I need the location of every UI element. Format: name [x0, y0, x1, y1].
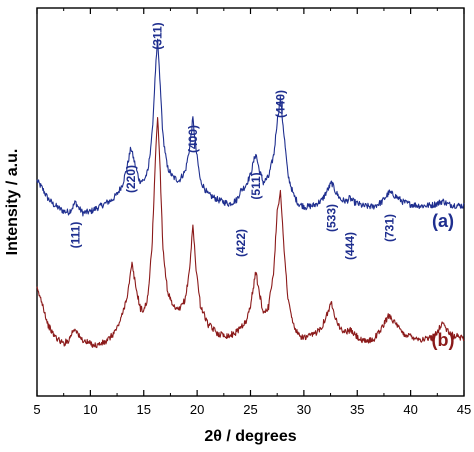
peak-label: (311)	[151, 22, 165, 49]
series-label-0: (a)	[432, 211, 454, 231]
peak-label: (422)	[234, 229, 248, 257]
peak-label: (440)	[273, 90, 287, 118]
axis-labels-layer: 2θ / degrees Intensity / a.u.	[4, 149, 297, 445]
peak-label: (511)	[249, 172, 263, 199]
series-label-1: (b)	[432, 330, 455, 350]
x-tick-label: 25	[243, 402, 257, 417]
plot-border	[36, 7, 465, 397]
x-tick-label: 10	[83, 402, 97, 417]
x-tick-label: 35	[350, 402, 364, 417]
peak-label: (111)	[68, 222, 82, 249]
x-tick-label: 40	[403, 402, 417, 417]
series-labels-layer: (a) (b)	[432, 211, 455, 350]
series-line-1	[36, 117, 465, 349]
x-tick-label: 45	[457, 402, 471, 417]
x-tick-label: 30	[297, 402, 311, 417]
series-layer	[36, 38, 465, 349]
y-axis-label: Intensity / a.u.	[4, 149, 21, 256]
peak-label: (400)	[186, 125, 200, 153]
x-axis-label: 2θ / degrees	[204, 428, 296, 445]
x-tick-label: 15	[137, 402, 151, 417]
x-tick-label: 20	[190, 402, 204, 417]
peak-label: (731)	[382, 214, 396, 242]
peak-labels-layer: (111) (220) (311) (400) (422) (511) (440) (533)…	[68, 22, 396, 260]
peak-label: (533)	[325, 204, 339, 232]
series-line-0	[36, 38, 465, 217]
plot-frame	[36, 7, 465, 397]
peak-label: (220)	[124, 165, 138, 193]
x-tick-label: 5	[33, 402, 40, 417]
peak-label: (444)	[343, 232, 357, 260]
x-ticks-layer: 5 10 15 20 25 30 35 40 45	[33, 8, 471, 417]
